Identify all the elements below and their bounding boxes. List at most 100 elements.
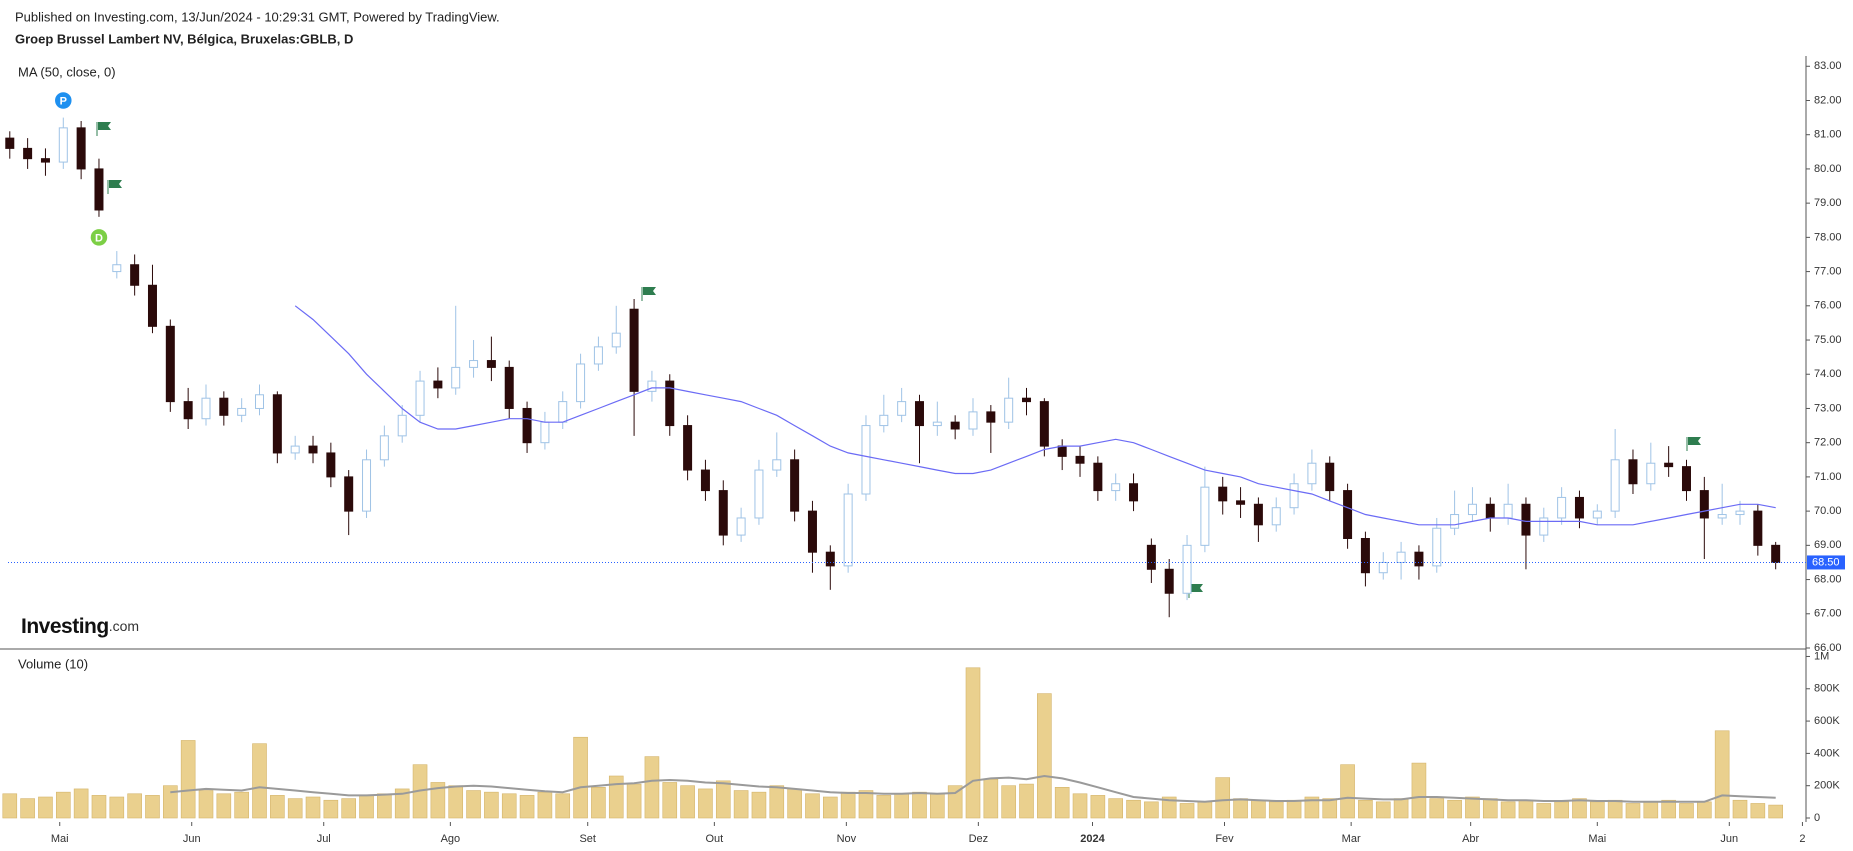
y-tick-label: 73.00	[1814, 402, 1842, 414]
volume-bar	[1304, 796, 1320, 819]
volume-bar	[1144, 801, 1159, 819]
x-tick-label: Jun	[1720, 833, 1738, 845]
logo: Investing.com	[21, 615, 139, 638]
candle-body	[1146, 544, 1156, 570]
x-tick-label: Jul	[317, 833, 331, 845]
volume-bar	[1554, 801, 1569, 819]
candle-body	[486, 360, 496, 368]
candle-body	[219, 397, 229, 416]
candle-body	[362, 459, 372, 512]
candle-body	[1129, 483, 1139, 502]
candle-body	[1039, 401, 1049, 447]
volume-bar	[1661, 799, 1676, 819]
volume-bar	[769, 785, 785, 819]
candle-body	[379, 435, 389, 461]
candle-body	[255, 394, 265, 409]
volume-bar	[1108, 798, 1123, 819]
candle-body	[1753, 510, 1763, 546]
volume-bar	[662, 782, 678, 819]
candle-body	[1164, 568, 1174, 594]
flag	[1686, 437, 1701, 451]
candle-body	[201, 397, 211, 420]
candle-body	[1467, 503, 1477, 516]
candle-body	[1681, 466, 1691, 492]
candle-body	[415, 380, 425, 416]
volume-bar	[1679, 803, 1694, 819]
x-tick-label: Nov	[837, 833, 857, 845]
candle-body	[183, 401, 193, 420]
volume-bar	[430, 782, 446, 819]
volume-bar	[876, 795, 892, 819]
event-label: D	[95, 232, 103, 244]
flag	[107, 180, 122, 194]
volume-bar	[198, 790, 214, 819]
candle-body	[1218, 486, 1228, 502]
volume-bar	[1322, 798, 1338, 819]
volume-bar	[1500, 801, 1516, 819]
volume-bar	[1375, 801, 1391, 819]
candle-body	[1610, 459, 1620, 512]
volume-bar	[1643, 801, 1659, 819]
flag	[96, 122, 111, 136]
x-tick-label: Fev	[1215, 833, 1234, 845]
volume-bar	[894, 793, 909, 819]
candle-body	[1628, 459, 1638, 485]
candle-body	[1289, 483, 1299, 509]
volume-bar	[127, 793, 142, 819]
candle-body	[986, 411, 996, 423]
candle-body	[1450, 514, 1460, 529]
volume-bar	[555, 793, 571, 819]
volume-bar	[805, 793, 820, 819]
volume-bar	[858, 790, 874, 819]
x-tick-label: Ago	[441, 833, 461, 845]
volume-tick-label: 400K	[1814, 747, 1840, 759]
candle-body	[1093, 462, 1103, 492]
candle-body	[1539, 517, 1549, 536]
y-tick-label: 69.00	[1814, 539, 1842, 551]
volume-bar	[1714, 730, 1730, 819]
candles	[5, 117, 1781, 618]
volume-bar	[537, 791, 553, 819]
candle-body	[843, 493, 853, 567]
volume-bar	[1465, 796, 1480, 819]
candle-body	[326, 452, 336, 478]
volume-bar	[1411, 762, 1427, 819]
candle-body	[1646, 462, 1656, 485]
candle-body	[344, 476, 354, 512]
volume-bar	[519, 795, 535, 819]
volume-tick-label: 0	[1814, 812, 1820, 824]
volume-bar	[965, 667, 981, 819]
flags	[96, 122, 1701, 598]
candle-body	[700, 469, 710, 492]
volume-bar	[1697, 801, 1712, 819]
volume-bar	[252, 743, 267, 819]
volume-bar	[698, 788, 713, 819]
volume-bar	[626, 783, 642, 819]
volume-bar	[466, 790, 481, 819]
candle-body	[790, 459, 800, 512]
volume-bar	[216, 793, 232, 819]
candle-body	[629, 308, 639, 392]
candle-body	[165, 325, 175, 403]
candle-body	[825, 551, 835, 567]
volume-bar	[608, 775, 624, 819]
candle-body	[1271, 507, 1281, 526]
y-tick-label: 78.00	[1814, 231, 1842, 243]
volume-bar	[1037, 693, 1052, 819]
candle-body	[94, 168, 104, 211]
candle-body	[772, 459, 782, 471]
volume-bar	[91, 795, 107, 819]
candle-body	[1307, 462, 1317, 485]
x-tick-label: Mai	[1588, 833, 1606, 845]
volume-bar	[109, 796, 125, 819]
logo-suffix: .com	[109, 618, 139, 634]
candle-body	[1022, 397, 1032, 403]
ma-label: MA (50, close, 0)	[18, 64, 116, 79]
candle-body	[1236, 500, 1246, 505]
volume-bar	[912, 791, 927, 819]
volume-bar	[983, 778, 999, 819]
candle-body	[1360, 537, 1370, 574]
volume-bar	[1358, 799, 1373, 819]
candle-body	[1057, 445, 1067, 457]
volume-bar	[1072, 793, 1088, 819]
